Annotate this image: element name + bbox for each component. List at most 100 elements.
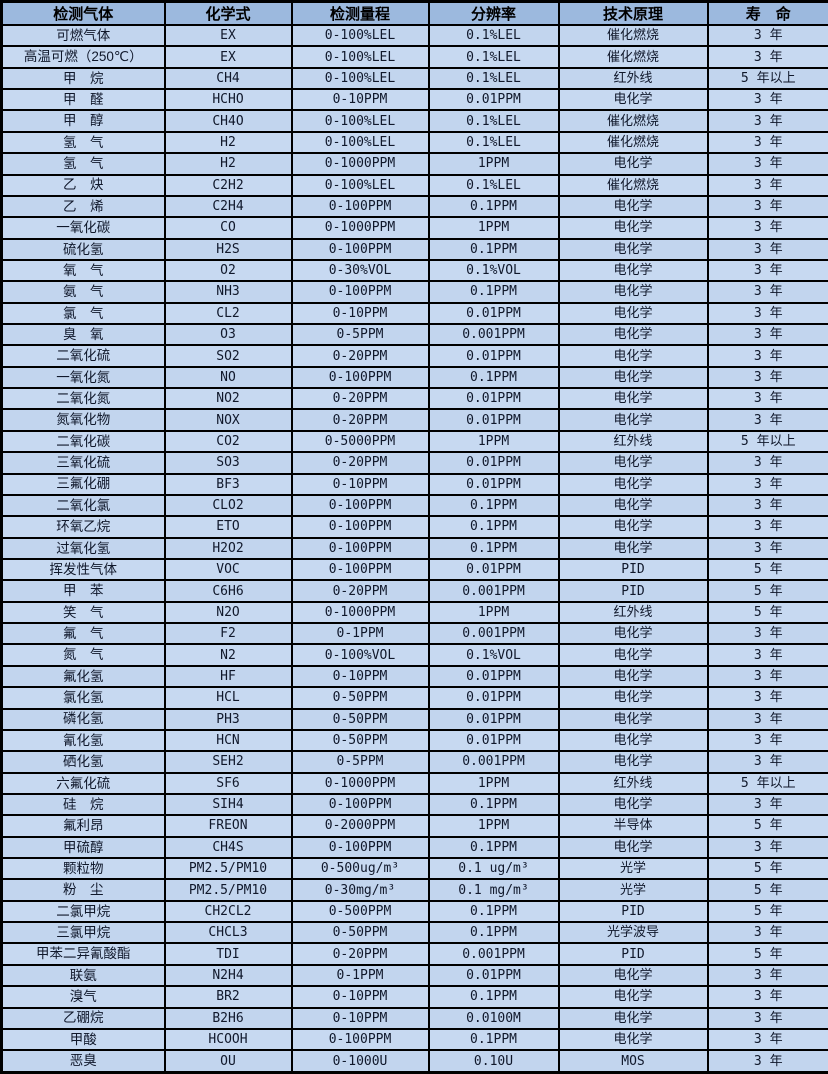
table-row: 氢 气 H2 0-100%LEL 0.1%LEL 催化燃烧 3 年 <box>0 130 828 155</box>
lifespan-cell: 3 年 <box>706 643 828 667</box>
lifespan-cell: 3 年 <box>706 835 828 860</box>
resolution-cell: 0.1%LEL <box>427 45 560 69</box>
resolution-cell: 0.001PPM <box>427 942 560 966</box>
table-row: 氯化氢 HCL 0-50PPM 0.01PPM 电化学 3 年 <box>0 686 828 710</box>
chemical-formula-cell: CO2 <box>163 429 293 454</box>
detection-range-cell: 0-5PPM <box>290 750 430 774</box>
resolution-cell: 1PPM <box>427 429 560 454</box>
detection-range-cell: 0-10PPM <box>290 1006 430 1030</box>
gas-name-cell: 甲 醇 <box>0 109 166 133</box>
detection-range-cell: 0-1000PPM <box>290 152 430 176</box>
resolution-cell: 0.1PPM <box>427 536 560 561</box>
gas-name-cell: 甲 烷 <box>0 66 166 91</box>
gas-name-cell: 二氧化氮 <box>0 387 166 411</box>
gas-name-cell: 高温可燃（250℃） <box>0 45 166 69</box>
detection-range-cell: 0-100%LEL <box>290 130 430 155</box>
gas-name-cell: 乙硼烷 <box>0 1006 166 1030</box>
detection-range-cell: 0-1000PPM <box>290 771 430 795</box>
technology-cell: 红外线 <box>557 771 709 795</box>
gas-name-cell: 溴气 <box>0 985 166 1009</box>
technology-cell: 催化燃烧 <box>557 23 709 48</box>
chemical-formula-cell: C2H2 <box>163 173 293 197</box>
resolution-cell: 0.01PPM <box>427 686 560 710</box>
technology-cell: 电化学 <box>557 664 709 689</box>
table-row: 二氯甲烷 CH2CL2 0-500PPM 0.1PPM PID 5 年 <box>0 899 828 924</box>
chemical-formula-cell: TDI <box>163 942 293 966</box>
gas-name-cell: 二氧化氯 <box>0 493 166 518</box>
chemical-formula-cell: HCL <box>163 686 293 710</box>
technology-cell: 电化学 <box>557 515 709 539</box>
table-row: 硒化氢 SEH2 0-5PPM 0.001PPM 电化学 3 年 <box>0 750 828 774</box>
table-row: 氟利昂 FREON 0-2000PPM 1PPM 半导体 5 年 <box>0 814 828 838</box>
table-row: 甲苯二异氰酸酯 TDI 0-20PPM 0.001PPM PID 5 年 <box>0 942 828 966</box>
table-row: 氨 气 NH3 0-100PPM 0.1PPM 电化学 3 年 <box>0 280 828 304</box>
resolution-cell: 0.1%LEL <box>427 173 560 197</box>
resolution-cell: 0.1%LEL <box>427 130 560 155</box>
resolution-cell: 0.1PPM <box>427 1027 560 1052</box>
detection-range-cell: 0-100%LEL <box>290 173 430 197</box>
gas-name-cell: 氟 气 <box>0 622 166 646</box>
chemical-formula-cell: SF6 <box>163 771 293 795</box>
detection-range-cell: 0-100PPM <box>290 557 430 582</box>
chemical-formula-cell: VOC <box>163 557 293 582</box>
gas-name-cell: 笑 气 <box>0 600 166 625</box>
chemical-formula-cell: OU <box>163 1049 293 1074</box>
table-row: 二氧化碳 CO2 0-5000PPM 1PPM 红外线 5 年以上 <box>0 429 828 454</box>
lifespan-cell: 5 年 <box>706 856 828 881</box>
detection-range-cell: 0-100PPM <box>290 365 430 390</box>
detection-range-cell: 0-50PPM <box>290 707 430 731</box>
detection-range-cell: 0-20PPM <box>290 451 430 475</box>
lifespan-cell: 3 年 <box>706 323 828 347</box>
detection-range-cell: 0-100PPM <box>290 493 430 518</box>
resolution-cell: 0.01PPM <box>427 728 560 753</box>
detection-range-cell: 0-100PPM <box>290 280 430 304</box>
chemical-formula-cell: H2S <box>163 237 293 261</box>
chemical-formula-cell: ETO <box>163 515 293 539</box>
lifespan-cell: 3 年 <box>706 451 828 475</box>
resolution-cell: 0.1%VOL <box>427 258 560 283</box>
gas-name-cell: 可燃气体 <box>0 23 166 48</box>
table-row: 二氧化氯 CLO2 0-100PPM 0.1PPM 电化学 3 年 <box>0 493 828 518</box>
technology-cell: 电化学 <box>557 301 709 326</box>
lifespan-cell: 3 年 <box>706 130 828 155</box>
table-row: 高温可燃（250℃） EX 0-100%LEL 0.1%LEL 催化燃烧 3 年 <box>0 45 828 69</box>
technology-cell: 电化学 <box>557 493 709 518</box>
table-row: 三氟化硼 BF3 0-10PPM 0.01PPM 电化学 3 年 <box>0 472 828 496</box>
lifespan-cell: 3 年 <box>706 88 828 112</box>
chemical-formula-cell: NOX <box>163 408 293 432</box>
table-row: 笑 气 N2O 0-1000PPM 1PPM 红外线 5 年 <box>0 600 828 625</box>
detection-range-cell: 0-100PPM <box>290 792 430 817</box>
detection-range-cell: 0-100%LEL <box>290 109 430 133</box>
detection-range-cell: 0-1000PPM <box>290 600 430 625</box>
resolution-cell: 1PPM <box>427 814 560 838</box>
technology-cell: 光学波导 <box>557 921 709 945</box>
chemical-formula-cell: CL2 <box>163 301 293 326</box>
resolution-cell: 0.1%VOL <box>427 643 560 667</box>
gas-name-cell: 氰化氢 <box>0 728 166 753</box>
detection-range-cell: 0-100%VOL <box>290 643 430 667</box>
resolution-cell: 0.01PPM <box>427 408 560 432</box>
technology-cell: PID <box>557 579 709 603</box>
table-row: 甲 醇 CH4O 0-100%LEL 0.1%LEL 催化燃烧 3 年 <box>0 109 828 133</box>
chemical-formula-cell: N2H4 <box>163 963 293 988</box>
lifespan-cell: 3 年 <box>706 985 828 1009</box>
table-row: 一氧化氮 NO 0-100PPM 0.1PPM 电化学 3 年 <box>0 365 828 390</box>
lifespan-cell: 3 年 <box>706 515 828 539</box>
lifespan-cell: 3 年 <box>706 728 828 753</box>
table-row: 臭 氧 O3 0-5PPM 0.001PPM 电化学 3 年 <box>0 323 828 347</box>
lifespan-cell: 3 年 <box>706 109 828 133</box>
lifespan-cell: 5 年 <box>706 942 828 966</box>
technology-cell: 催化燃烧 <box>557 130 709 155</box>
table-row: 颗粒物 PM2.5/PM10 0-500ug/m³ 0.1 ug/m³ 光学 5 年 <box>0 856 828 881</box>
chemical-formula-cell: H2O2 <box>163 536 293 561</box>
chemical-formula-cell: SO2 <box>163 344 293 368</box>
lifespan-cell: 3 年 <box>706 536 828 561</box>
gas-name-cell: 联氨 <box>0 963 166 988</box>
gas-name-cell: 臭 氧 <box>0 323 166 347</box>
chemical-formula-cell: C6H6 <box>163 579 293 603</box>
technology-cell: 红外线 <box>557 429 709 454</box>
resolution-cell: 0.01PPM <box>427 557 560 582</box>
technology-cell: 电化学 <box>557 536 709 561</box>
detection-range-cell: 0-100PPM <box>290 835 430 860</box>
